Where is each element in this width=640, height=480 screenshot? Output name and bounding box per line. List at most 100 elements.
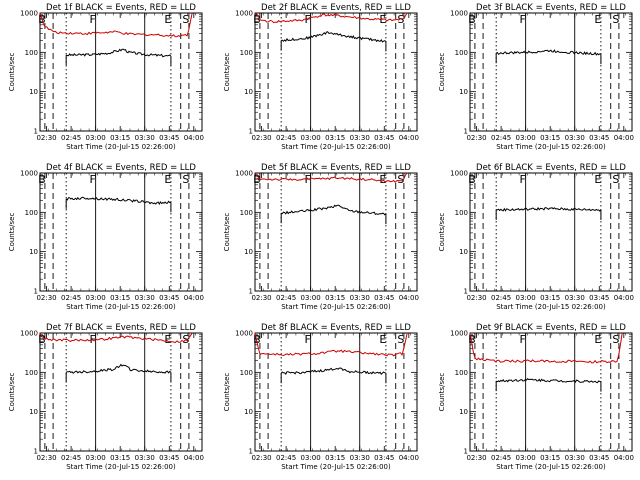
event-marker-label: E [594,333,601,346]
events-rate-line [496,206,602,212]
plot-frame [39,172,203,292]
x-axis-label: Start Time (20-Jul-15 02:26:00) [66,143,176,151]
y-axis-label: Counts/sec [438,53,446,92]
x-tick-label: 03:00 [516,134,536,142]
x-tick-label: 02:30 [36,134,56,142]
detector-panel-2: Det 2f BLACK = Events, RED = LLD 1 10 100 10… [223,3,419,151]
detector-panel-5: Det 5f BLACK = Events, RED = LLD 1 10 100 10… [223,163,419,311]
event-marker-label: F [519,333,525,346]
x-tick-label: 04:00 [184,454,204,462]
y-axis-label: Counts/sec [223,53,231,92]
x-axis-label: Start Time (20-Jul-15 02:26:00) [496,463,606,471]
y-tick-label: 1000 [20,10,38,18]
y-tick-label: 100 [455,49,468,57]
y-tick-label: 1 [249,288,253,296]
x-tick-label: 04:00 [614,134,634,142]
y-axis-label: Counts/sec [8,373,16,412]
x-tick-label: 03:00 [86,294,106,302]
event-marker-label: S [397,333,404,346]
detector-panel-7: Det 7f BLACK = Events, RED = LLD 1 10 100 10… [8,323,204,471]
detector-panel-1: Det 1f BLACK = Events, RED = LLD 1 10 100 10… [8,3,204,151]
lld-rate-line [254,12,408,24]
x-tick-label: 03:00 [301,134,321,142]
y-tick-label: 10 [29,408,38,416]
y-tick-label: 10 [459,248,468,256]
y-tick-label: 1 [34,288,38,296]
event-marker-label: S [397,13,404,26]
plot-frame [39,12,203,132]
x-tick-label: 03:30 [565,294,585,302]
event-marker-label: E [164,173,171,186]
x-tick-label: 04:00 [399,454,419,462]
x-tick-label: 03:45 [374,294,394,302]
event-marker-label: F [304,333,310,346]
x-axis-label: Start Time (20-Jul-15 02:26:00) [281,463,391,471]
x-tick-label: 03:30 [350,294,370,302]
y-tick-label: 10 [244,248,253,256]
event-marker-label: S [612,13,619,26]
y-tick-label: 1 [464,128,468,136]
event-marker-label: E [379,333,386,346]
lld-rate-line [254,332,408,357]
y-tick-label: 100 [240,209,253,217]
y-tick-label: 100 [25,49,38,57]
x-tick-label: 03:15 [325,134,345,142]
event-marker-label: B [253,333,261,346]
event-marker-label: B [253,13,261,26]
x-tick-label: 02:30 [251,454,271,462]
y-tick-label: 100 [25,369,38,377]
event-marker-label: S [182,173,189,186]
event-marker-label: S [612,333,619,346]
x-tick-label: 04:00 [184,134,204,142]
x-tick-label: 03:15 [325,454,345,462]
x-tick-label: 04:00 [184,294,204,302]
x-tick-label: 02:45 [276,134,296,142]
x-tick-label: 03:15 [110,294,130,302]
event-marker-label: S [182,333,189,346]
x-tick-label: 03:15 [110,454,130,462]
x-tick-label: 02:45 [491,454,511,462]
y-tick-label: 10 [244,408,253,416]
x-tick-label: 03:00 [516,294,536,302]
detector-panel-4: Det 4f BLACK = Events, RED = LLD 1 10 100 10… [8,163,204,311]
event-marker-label: B [253,173,261,186]
x-tick-label: 03:30 [135,294,155,302]
plot-frame [469,332,633,452]
x-tick-label: 03:30 [350,454,370,462]
x-tick-label: 04:00 [614,294,634,302]
events-rate-line [65,363,172,374]
y-tick-label: 1000 [450,330,468,338]
x-tick-label: 04:00 [399,294,419,302]
lld-rate-line [469,332,623,364]
x-axis-label: Start Time (20-Jul-15 02:26:00) [496,143,606,151]
y-tick-label: 1000 [20,170,38,178]
panel-title: Det 4f BLACK = Events, RED = LLD [46,163,196,173]
event-marker-label: E [594,13,601,26]
lld-rate-line [254,172,408,184]
event-marker-label: B [38,333,46,346]
event-marker-label: B [468,13,476,26]
x-tick-label: 02:30 [466,134,486,142]
y-tick-label: 1000 [235,330,253,338]
event-marker-label: B [38,173,46,186]
y-tick-label: 1 [249,128,253,136]
y-tick-label: 10 [244,88,253,96]
x-axis-label: Start Time (20-Jul-15 02:26:00) [66,303,176,311]
x-tick-label: 03:15 [540,294,560,302]
y-tick-label: 10 [29,88,38,96]
x-tick-label: 03:30 [565,454,585,462]
plot-frame [39,332,203,452]
y-tick-label: 1000 [450,10,468,18]
x-tick-label: 03:45 [589,454,609,462]
x-axis-label: Start Time (20-Jul-15 02:26:00) [281,143,391,151]
y-axis-label: Counts/sec [438,373,446,412]
y-tick-label: 10 [29,248,38,256]
x-tick-label: 03:00 [86,454,106,462]
x-tick-label: 03:00 [301,294,321,302]
x-tick-label: 03:30 [565,134,585,142]
events-rate-line [66,48,172,58]
events-rate-line [281,31,387,43]
x-tick-label: 03:15 [110,134,130,142]
panel-title: Det 1f BLACK = Events, RED = LLD [46,3,196,13]
